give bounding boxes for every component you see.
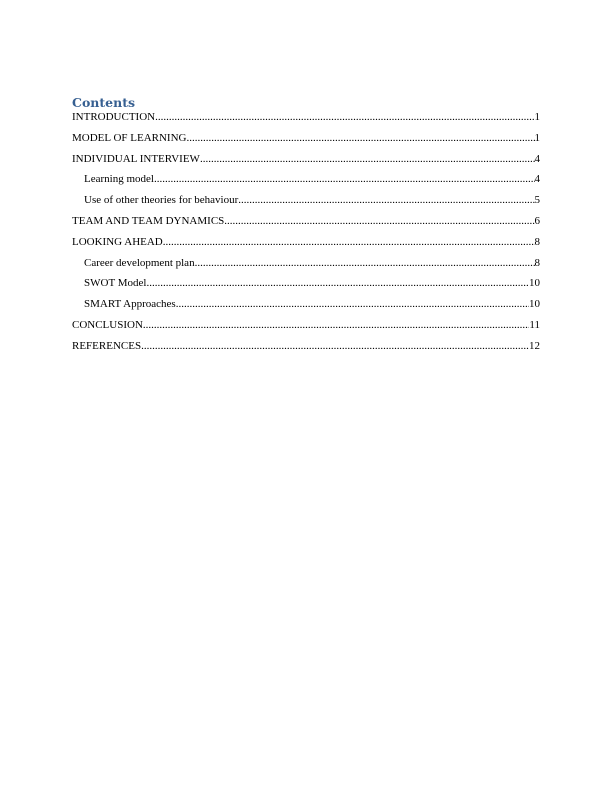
toc-entry[interactable]: LOOKING AHEAD 8 bbox=[72, 236, 540, 257]
toc-entry-page: 10 bbox=[529, 277, 540, 290]
toc-entry-label: REFERENCES bbox=[72, 339, 142, 352]
toc-entry[interactable]: Career development plan 8 bbox=[72, 257, 540, 278]
toc-entry-page: 11 bbox=[529, 318, 540, 331]
toc-entry[interactable]: MODEL OF LEARNING 1 bbox=[72, 132, 540, 153]
toc-entry-label: TEAM AND TEAM DYNAMICS bbox=[72, 214, 225, 227]
toc-leader-dots bbox=[200, 153, 535, 165]
toc-entry[interactable]: SMART Approaches 10 bbox=[72, 298, 540, 319]
toc-leader-dots bbox=[154, 173, 535, 185]
toc-entry-page: 4 bbox=[534, 173, 541, 186]
toc-entry-label: INTRODUCTION bbox=[72, 111, 156, 123]
toc-entry-page: 12 bbox=[529, 339, 540, 352]
toc-entry-page: 10 bbox=[529, 298, 540, 311]
toc-entry-page: 5 bbox=[534, 194, 541, 207]
toc-entry[interactable]: CONCLUSION 11 bbox=[72, 319, 540, 340]
toc-entry[interactable]: REFERENCES 12 bbox=[72, 340, 540, 361]
toc-entry[interactable]: TEAM AND TEAM DYNAMICS 6 bbox=[72, 215, 540, 236]
toc-leader-dots bbox=[146, 277, 529, 289]
toc-entry[interactable]: Learning model 4 bbox=[72, 173, 540, 194]
toc-leader-dots bbox=[163, 236, 535, 248]
toc-entry-page: 8 bbox=[534, 235, 541, 248]
toc-entry-page: 4 bbox=[534, 152, 541, 165]
toc-leader-dots bbox=[143, 319, 530, 331]
toc-leader-dots bbox=[238, 194, 534, 206]
toc-entry-label: CONCLUSION bbox=[72, 318, 143, 331]
toc-entry[interactable]: SWOT Model 10 bbox=[72, 277, 540, 298]
toc-entry-page: 6 bbox=[534, 214, 541, 227]
toc-leader-dots bbox=[186, 132, 534, 144]
toc-entry-label: SMART Approaches bbox=[84, 298, 176, 311]
toc-entry-label: Use of other theories for behaviour bbox=[84, 194, 239, 207]
toc-entry-label: INDIVIDUAL INTERVIEW bbox=[72, 152, 200, 165]
toc-leader-dots bbox=[141, 340, 529, 352]
toc-entry-label: LOOKING AHEAD bbox=[72, 235, 163, 248]
toc-leader-dots bbox=[176, 298, 529, 310]
toc-entry-page: 1 bbox=[534, 111, 541, 123]
toc-leader-dots bbox=[195, 257, 535, 269]
toc-entry[interactable]: INTRODUCTION 1 bbox=[72, 111, 540, 132]
toc-leader-dots bbox=[155, 111, 534, 123]
toc-entry[interactable]: Use of other theories for behaviour 5 bbox=[72, 194, 540, 215]
table-of-contents: INTRODUCTION 1 MODEL OF LEARNING 1 INDIVIDUA… bbox=[72, 111, 540, 361]
toc-heading: Contents bbox=[72, 95, 136, 110]
toc-entry-label: MODEL OF LEARNING bbox=[72, 131, 187, 144]
toc-entry-page: 1 bbox=[534, 131, 541, 144]
toc-entry-label: SWOT Model bbox=[84, 277, 147, 290]
toc-entry-label: Career development plan bbox=[84, 256, 195, 269]
toc-entry-page: 8 bbox=[534, 256, 541, 269]
toc-entry[interactable]: INDIVIDUAL INTERVIEW 4 bbox=[72, 153, 540, 174]
toc-entry-label: Learning model bbox=[84, 173, 154, 186]
toc-leader-dots bbox=[224, 215, 534, 227]
